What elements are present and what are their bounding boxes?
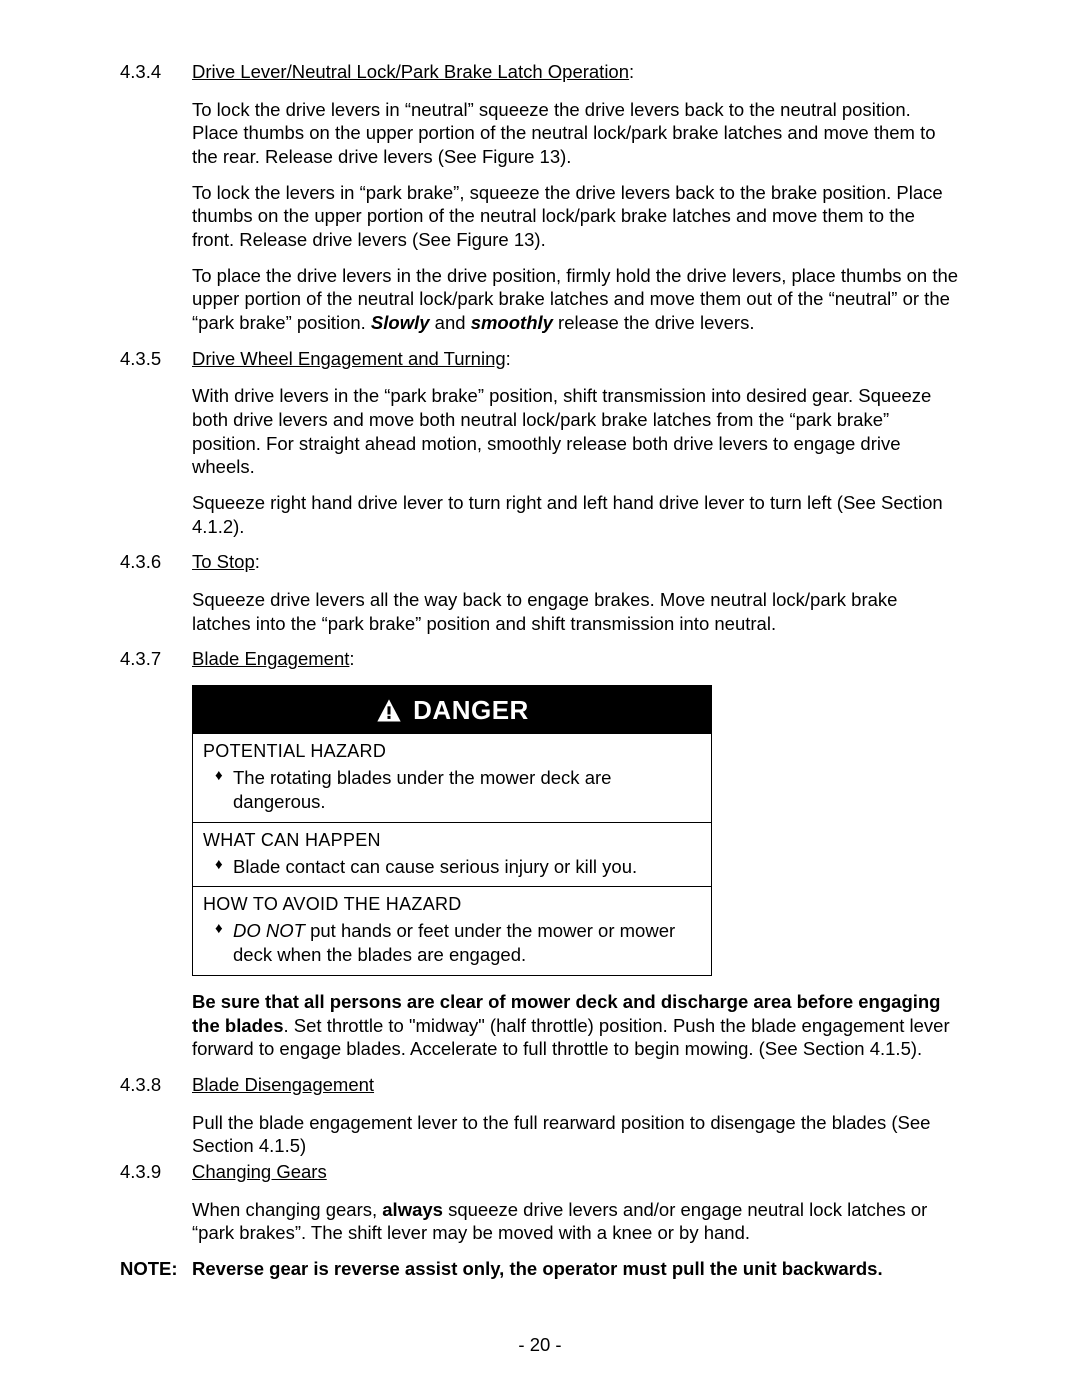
danger-bullet-text: DO NOT put hands or feet under the mower… <box>233 919 701 966</box>
emphasis-slowly: Slowly <box>371 312 430 333</box>
text: release the drive levers. <box>553 312 755 333</box>
danger-header: DANGER <box>193 686 711 733</box>
danger-section-label: POTENTIAL HAZARD <box>203 740 701 763</box>
section-title: To Stop <box>192 551 255 572</box>
paragraph: To lock the levers in “park brake”, sque… <box>192 181 960 252</box>
paragraph: Be sure that all persons are clear of mo… <box>192 990 960 1061</box>
emphasis-always: always <box>382 1199 443 1220</box>
bullet-diamond-icon: ♦ <box>215 919 233 938</box>
section-title: Changing Gears <box>192 1161 327 1182</box>
danger-bullet-text: The rotating blades under the mower deck… <box>233 766 701 813</box>
section-number: 4.3.9 <box>120 1160 192 1184</box>
warning-triangle-icon <box>375 697 403 725</box>
danger-label: DANGER <box>413 694 529 727</box>
paragraph: When changing gears, always squeeze driv… <box>192 1198 960 1245</box>
paragraph: Squeeze drive levers all the way back to… <box>192 588 960 635</box>
text: . Set throttle to "midway" (half throttl… <box>192 1015 950 1060</box>
colon: : <box>629 61 634 82</box>
paragraph: With drive levers in the “park brake” po… <box>192 384 960 479</box>
section-4-3-7: 4.3.7 Blade Engagement: <box>120 647 960 671</box>
section-title: Blade Disengagement <box>192 1074 374 1095</box>
section-4-3-8: 4.3.8 Blade Disengagement <box>120 1073 960 1097</box>
danger-avoid-section: HOW TO AVOID THE HAZARD ♦ DO NOT put han… <box>193 886 711 974</box>
section-title: Blade Engagement <box>192 648 349 669</box>
danger-potential-section: POTENTIAL HAZARD ♦ The rotating blades u… <box>193 733 711 821</box>
text: When changing gears, <box>192 1199 382 1220</box>
note-text: Reverse gear is reverse assist only, the… <box>192 1257 960 1281</box>
paragraph: Squeeze right hand drive lever to turn r… <box>192 491 960 538</box>
bullet-diamond-icon: ♦ <box>215 766 233 785</box>
section-4-3-6: 4.3.6 To Stop: <box>120 550 960 574</box>
emphasis-smoothly: smoothly <box>471 312 553 333</box>
section-4-3-4: 4.3.4 Drive Lever/Neutral Lock/Park Brak… <box>120 60 960 84</box>
paragraph: To lock the drive levers in “neutral” sq… <box>192 98 960 169</box>
section-title: Drive Wheel Engagement and Turning <box>192 348 506 369</box>
danger-what-section: WHAT CAN HAPPEN ♦ Blade contact can caus… <box>193 822 711 887</box>
section-number: 4.3.7 <box>120 647 192 671</box>
section-number: 4.3.5 <box>120 347 192 371</box>
section-number: 4.3.4 <box>120 60 192 84</box>
paragraph: Pull the blade engagement lever to the f… <box>192 1111 960 1158</box>
note-row: NOTE: Reverse gear is reverse assist onl… <box>120 1257 960 1281</box>
section-number: 4.3.6 <box>120 550 192 574</box>
danger-section-label: WHAT CAN HAPPEN <box>203 829 701 852</box>
text: and <box>430 312 471 333</box>
colon: : <box>255 551 260 572</box>
section-title: Drive Lever/Neutral Lock/Park Brake Latc… <box>192 61 629 82</box>
note-label: NOTE: <box>120 1257 192 1281</box>
colon: : <box>349 648 354 669</box>
do-not-emphasis: DO NOT <box>233 920 305 941</box>
page-number: - 20 - <box>0 1333 1080 1357</box>
colon: : <box>506 348 511 369</box>
bullet-diamond-icon: ♦ <box>215 855 233 874</box>
danger-bullet-text: Blade contact can cause serious injury o… <box>233 855 701 879</box>
danger-box: DANGER POTENTIAL HAZARD ♦ The rotating b… <box>192 685 712 976</box>
section-4-3-5: 4.3.5 Drive Wheel Engagement and Turning… <box>120 347 960 371</box>
danger-container: DANGER POTENTIAL HAZARD ♦ The rotating b… <box>192 685 960 976</box>
danger-section-label: HOW TO AVOID THE HAZARD <box>203 893 701 916</box>
section-4-3-9: 4.3.9 Changing Gears <box>120 1160 960 1184</box>
paragraph: To place the drive levers in the drive p… <box>192 264 960 335</box>
section-number: 4.3.8 <box>120 1073 192 1097</box>
